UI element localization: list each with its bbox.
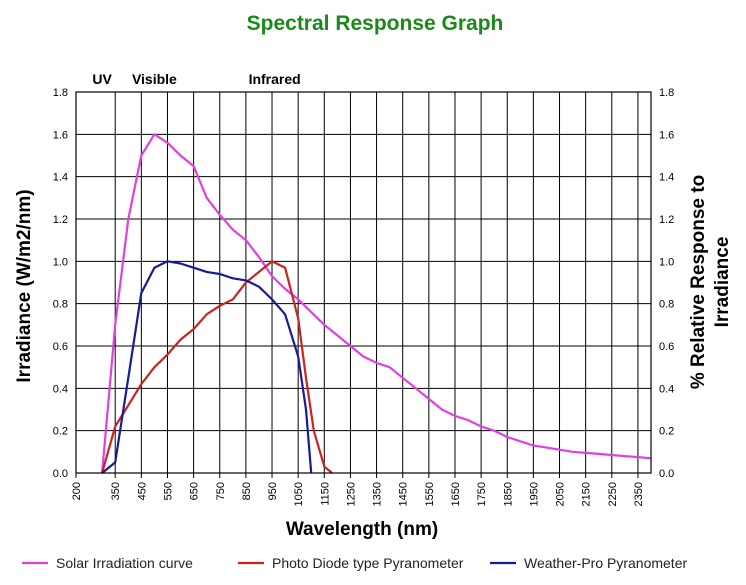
x-tick-label: 1750 [476, 482, 488, 506]
x-tick-label: 650 [189, 482, 201, 500]
y-tick-label-right: 0.0 [659, 468, 674, 480]
x-tick-label: 2250 [607, 482, 619, 506]
y2-axis-title-line2: Irradiance [712, 237, 733, 328]
y-tick-label-right: 1.6 [659, 129, 674, 141]
x-tick-label: 1150 [319, 482, 331, 506]
y-tick-label-right: 1.4 [659, 172, 674, 184]
y-tick-label-right: 0.8 [659, 299, 674, 311]
y-tick-label-left: 0.0 [53, 468, 68, 480]
x-tick-label: 750 [215, 482, 227, 500]
y-tick-label-left: 0.8 [53, 299, 68, 311]
y-tick-label-left: 1.4 [53, 172, 68, 184]
x-tick-label: 2150 [581, 482, 593, 506]
x-tick-label: 1350 [372, 482, 384, 506]
x-tick-label: 1850 [502, 482, 514, 506]
band-label: UV [92, 71, 112, 87]
grid-lines [75, 91, 651, 478]
x-axis-title: Wavelength (nm) [286, 519, 438, 540]
x-tick-label: 1650 [450, 482, 462, 506]
tick-labels: 0.0 0.0 0.2 0.2 0.4 0.4 0.6 0.6 0.8 0.8 1.0 1.0 1.2 1… [53, 87, 675, 506]
x-tick-label: 1950 [528, 482, 540, 506]
y-axis-title: Irradiance (W/m2/nm) [14, 189, 35, 382]
x-tick-label: 950 [267, 482, 279, 500]
x-tick-label: 350 [110, 482, 122, 500]
x-tick-label: 200 [71, 482, 83, 500]
y-tick-label-right: 1.2 [659, 214, 674, 226]
legend: Solar Irradiation curve Photo Diode type … [22, 555, 687, 571]
x-tick-label: 1450 [398, 482, 410, 506]
x-tick-label: 2350 [633, 482, 645, 506]
band-labels: UV Visible Infrared [92, 71, 300, 87]
y-tick-label-right: 1.8 [659, 87, 674, 99]
y-tick-label-left: 1.0 [53, 256, 68, 268]
legend-label: Weather-Pro Pyranometer [524, 555, 687, 571]
plot-frame [75, 91, 652, 474]
x-tick-label: 550 [162, 482, 174, 500]
legend-label: Solar Irradiation curve [56, 555, 193, 571]
y-tick-label-left: 0.2 [53, 426, 68, 438]
x-tick-label: 450 [136, 482, 148, 500]
y-tick-label-right: 0.2 [659, 426, 674, 438]
band-label: Visible [132, 71, 177, 87]
legend-label: Photo Diode type Pyranometer [272, 555, 464, 571]
y-tick-label-right: 0.6 [659, 341, 674, 353]
band-label: Infrared [249, 71, 301, 87]
x-tick-label: 1250 [345, 482, 357, 506]
data-series [101, 133, 652, 474]
x-tick-label: 1550 [424, 482, 436, 506]
x-tick-label: 850 [241, 482, 253, 500]
x-tick-label: 1050 [293, 482, 305, 506]
y-tick-label-left: 0.4 [53, 383, 68, 395]
series-line [101, 133, 652, 474]
y2-axis-title-line1: % Relative Response to [688, 175, 709, 389]
series-line [101, 260, 313, 474]
y-tick-label-right: 0.4 [659, 383, 674, 395]
y-tick-label-left: 1.6 [53, 129, 68, 141]
x-tick-label: 2050 [555, 482, 567, 506]
series-line [101, 260, 333, 474]
y-tick-label-left: 1.2 [53, 214, 68, 226]
chart-title: Spectral Response Graph [247, 12, 504, 35]
y-tick-label-left: 1.8 [53, 87, 68, 99]
y-tick-label-right: 1.0 [659, 256, 674, 268]
y-tick-label-left: 0.6 [53, 341, 68, 353]
